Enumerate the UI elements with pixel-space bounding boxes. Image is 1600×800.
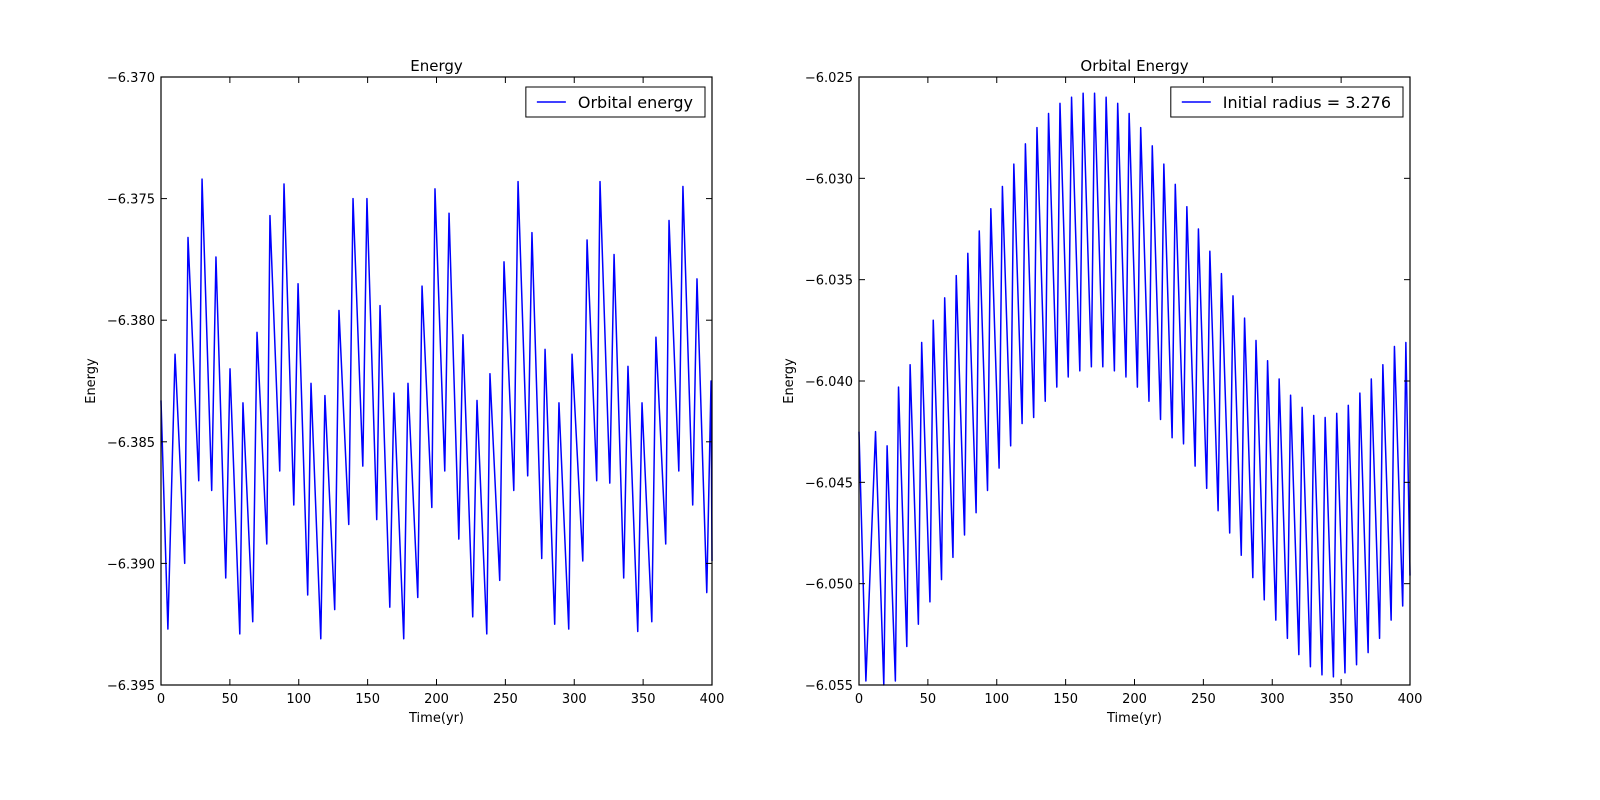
x-tick-label: 150 [355, 692, 380, 707]
x-axis-label: Time(yr) [408, 711, 464, 726]
x-tick-label: 0 [157, 692, 165, 707]
data-line [160, 178, 713, 640]
y-axis-label: Energy [84, 358, 99, 404]
x-tick-label: 50 [920, 692, 937, 707]
x-tick-label: 350 [631, 692, 656, 707]
y-tick-label: −6.385 [107, 436, 155, 451]
x-tick-label: 150 [1053, 692, 1078, 707]
y-tick-label: −6.395 [107, 679, 155, 694]
x-tick-label: 200 [1122, 692, 1147, 707]
y-tick-label: −6.030 [805, 172, 853, 187]
y-tick-label: −6.040 [805, 375, 853, 390]
plot-frame [858, 76, 1411, 686]
y-tick-label: −6.390 [107, 557, 155, 572]
y-axis-label: Energy [782, 358, 797, 404]
x-tick-label: 200 [424, 692, 449, 707]
y-tick-label: −6.045 [805, 476, 853, 491]
x-tick-label: 400 [1398, 692, 1423, 707]
chart-title: Orbital Energy [1080, 57, 1188, 75]
x-tick-label: 400 [700, 692, 725, 707]
x-tick-label: 100 [286, 692, 311, 707]
legend-label: Initial radius = 3.276 [1223, 93, 1391, 112]
axes: 0 50 100 150 200 250 300 350 400 −6.395 −6.390 −6.3… [84, 57, 724, 726]
x-tick-label: 300 [562, 692, 587, 707]
x-tick-label: 50 [222, 692, 239, 707]
x-tick-label: 300 [1260, 692, 1285, 707]
plot-frame [160, 76, 713, 686]
x-tick-label: 100 [984, 692, 1009, 707]
legend: Initial radius = 3.276 [1170, 86, 1404, 118]
x-tick-label: 350 [1329, 692, 1354, 707]
y-tick-label: −6.025 [805, 71, 853, 86]
legend-label: Orbital energy [578, 93, 693, 112]
y-tick-label: −6.050 [805, 578, 853, 593]
data-line [858, 92, 1411, 686]
legend: Orbital energy [525, 86, 706, 118]
x-axis-label: Time(yr) [1106, 711, 1162, 726]
x-tick-label: 250 [493, 692, 518, 707]
y-tick-label: −6.370 [107, 71, 155, 86]
y-tick-label: −6.035 [805, 274, 853, 289]
chart-title: Energy [410, 57, 463, 75]
y-tick-label: −6.375 [107, 193, 155, 208]
x-tick-label: 250 [1191, 692, 1216, 707]
y-tick-label: −6.055 [805, 679, 853, 694]
y-tick-label: −6.380 [107, 314, 155, 329]
x-tick-label: 0 [855, 692, 863, 707]
axes: 0 50 100 150 200 250 300 350 400 −6.055 −6.050 −6.0… [782, 57, 1422, 726]
